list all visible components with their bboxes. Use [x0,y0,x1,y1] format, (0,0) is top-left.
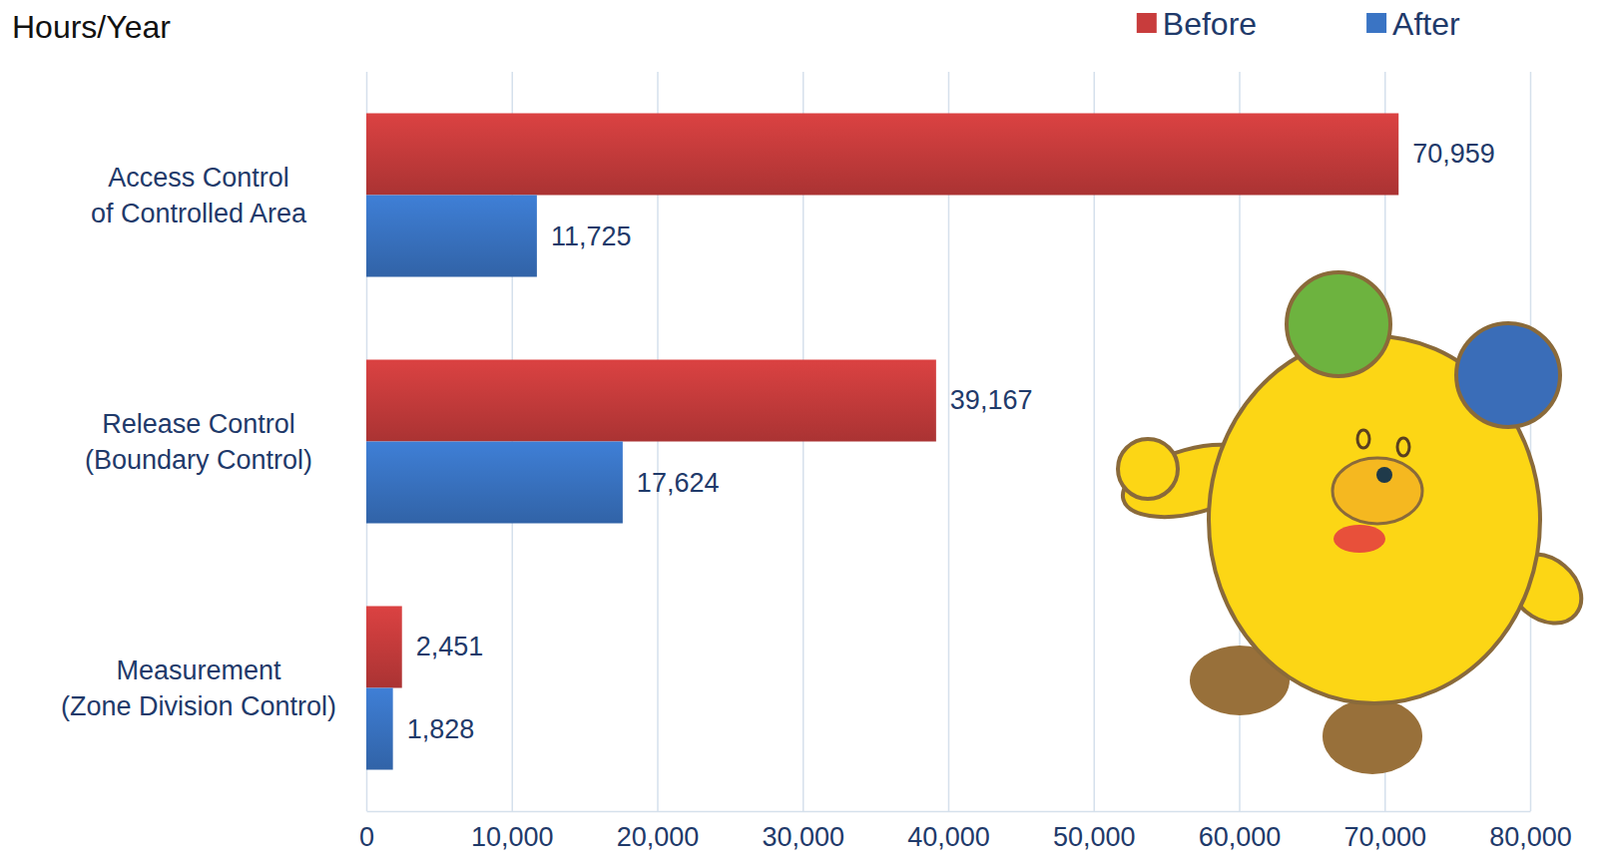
plot: 0 10,000 20,000 30,000 40,000 50,000 60,000 70,… [60,71,1573,853]
tick-label: 20,000 [616,822,700,853]
x-axis: 0 10,000 20,000 30,000 40,000 50,000 60,000 70,… [359,71,1573,853]
tick: Release Control (Boundary Control) [84,409,313,476]
legend-swatch [1366,12,1387,33]
category-label: Release Control (Boundary Control) [84,409,313,476]
mascot [1114,272,1596,775]
tick-label: 0 [359,822,375,853]
legend: Before After [1136,5,1461,42]
category-label-line: Access Control [107,162,290,193]
tick-label: 80,000 [1489,822,1573,853]
tick-label: 60,000 [1198,822,1282,853]
legend-label: After [1392,5,1461,42]
category-label-line: of Controlled Area [90,198,308,229]
title: Hours/Year [11,8,171,45]
grid-line [1530,71,1533,812]
tick-label: 70,000 [1343,822,1427,853]
y-axis: Access Control of Controlled Area Release … [60,162,337,722]
category-label: Measurement (Zone Division Control) [60,655,337,722]
tick-label: 40,000 [907,822,991,853]
legend-swatch [1136,12,1157,33]
data-label: 17,624 [636,468,720,499]
data-label: 70,959 [1412,138,1496,169]
mascot-foot [1322,698,1423,775]
mascot-muzzle [1332,458,1423,525]
mascot-eye [1397,438,1410,457]
bar [366,605,403,688]
bar [366,112,1399,195]
legend-label: Before [1162,5,1257,42]
data-label: 39,167 [950,385,1034,416]
category-label-line: (Zone Division Control) [60,691,337,722]
tick-label: 30,000 [761,822,845,853]
bar [366,688,394,771]
category-label: Access Control of Controlled Area [90,162,308,229]
chart: 0 10,000 20,000 30,000 40,000 50,000 60,000 70,… [0,0,1600,866]
category-label-line: Measurement [115,655,282,686]
mascot-hand [1117,439,1178,500]
bar [366,442,623,525]
mascot-nose [1376,467,1393,484]
tick-label: 10,000 [471,822,554,853]
legend-item: Before [1136,5,1257,42]
data-label: 11,725 [550,221,632,252]
tick: Measurement (Zone Division Control) [60,655,337,722]
data-label: 1,828 [407,714,476,745]
tick: Access Control of Controlled Area [90,162,308,229]
mascot-mouth [1333,525,1386,553]
legend-item: After [1366,5,1461,42]
category-label-line: Release Control [101,409,296,440]
bar [366,359,937,442]
mascot-ear [1456,323,1561,428]
data-label: 2,451 [416,631,485,662]
tick-label: 50,000 [1053,822,1136,853]
mascot-ear [1286,272,1391,377]
mascot-eye [1357,430,1370,449]
category-label-line: (Boundary Control) [84,445,313,476]
bar [366,195,537,278]
